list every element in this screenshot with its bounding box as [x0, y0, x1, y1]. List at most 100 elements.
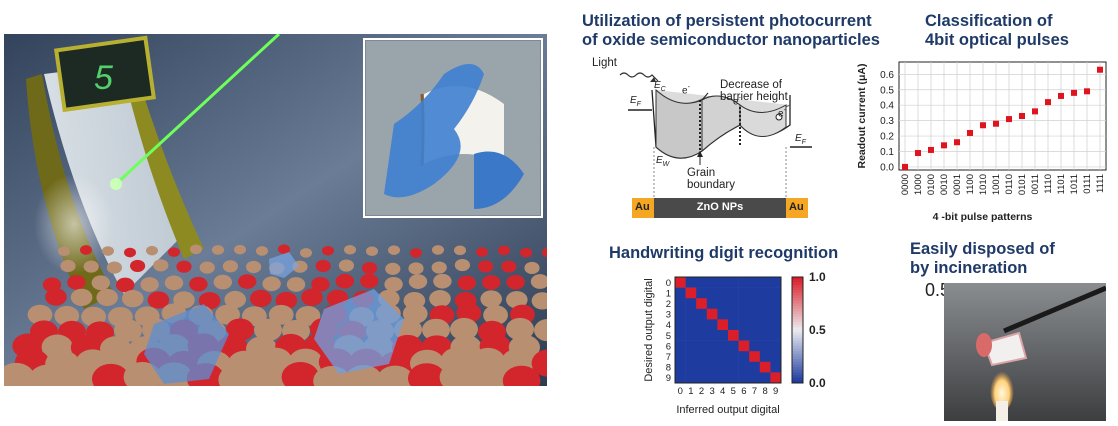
heatmap-cell [696, 319, 708, 331]
heatmap-cell [717, 298, 729, 310]
heatmap-cell [770, 308, 782, 320]
heatmap-cell [685, 361, 697, 373]
zinc-atom [60, 259, 76, 273]
data-point [980, 122, 986, 129]
heatmap-cell [706, 361, 718, 373]
ew-subscript: W [662, 161, 670, 168]
ec-symbol: E [654, 80, 661, 91]
zinc-atom [212, 245, 224, 255]
heatmap-cell [770, 351, 782, 363]
colorbar-tick-label: 0.5 [809, 323, 826, 337]
colorbar-segment [792, 364, 803, 368]
zinc-atom [146, 245, 158, 256]
data-point [993, 120, 999, 127]
oxygen-atom [506, 274, 525, 290]
colorbar-tick-label: 1.0 [809, 272, 826, 284]
x-tick-label: 0111 [1082, 174, 1093, 194]
zinc-atom [224, 290, 246, 309]
x-tick-label: 0000 [900, 174, 911, 195]
colorbar-segment [792, 277, 803, 281]
oxygen-atom [410, 248, 422, 258]
x-tick-label: 0110 [1004, 174, 1015, 194]
y-tick-label: 0.5 [880, 85, 894, 96]
heatmap-cell [738, 340, 750, 352]
zinc-atom [58, 246, 70, 257]
heatmap-cell [685, 372, 697, 384]
classification-heading-line2: 4bit optical pulses [925, 31, 1069, 49]
digit-display: 5 [94, 59, 113, 97]
heatmap-cell [717, 361, 729, 373]
heatmap-cell [685, 319, 697, 331]
disposal-heading-line1: Easily disposed of [910, 240, 1055, 258]
colorbar-segment [792, 369, 803, 373]
heatmap-cell [706, 330, 718, 341]
zinc-atom [454, 245, 466, 256]
heatmap-cell [675, 287, 686, 299]
colorbar-segment [792, 348, 803, 352]
data-point [902, 163, 908, 170]
oxygen-atom [482, 275, 501, 290]
electron-symbol-2: e [733, 96, 739, 108]
heatmap-cell [717, 319, 729, 331]
grain-label-line2: boundary [687, 179, 735, 191]
data-point [1058, 92, 1064, 99]
colorbar-segment [792, 303, 803, 307]
zinc-atom [262, 276, 281, 292]
oxygen-atom [362, 261, 378, 275]
colorbar-segment [792, 340, 803, 344]
heatmap-cell [717, 351, 729, 363]
zinc-atom [524, 261, 540, 275]
heatmap-cell [685, 287, 697, 299]
colorbar-segment [792, 311, 803, 315]
x-tick-label: 7 [752, 386, 757, 397]
oxygen-atom [226, 318, 254, 341]
oxygen-atom [322, 245, 334, 256]
zinc-atom [483, 305, 508, 325]
zinc-atom [432, 245, 444, 255]
heatmap-cell [738, 298, 750, 310]
heatmap-cell [728, 287, 739, 299]
oxygen-atom [408, 363, 446, 394]
x-tick-label: 4 [720, 386, 725, 397]
data-point [941, 142, 947, 149]
heatmap-cell [770, 372, 782, 384]
ef-right-symbol: E [795, 133, 802, 144]
heatmap-cell [728, 319, 739, 331]
colorbar-segment [792, 322, 803, 326]
zinc-atom [506, 317, 534, 341]
colorbar-segment [792, 306, 803, 310]
heatmap-cell [675, 351, 686, 363]
heatmap-cell [706, 287, 718, 299]
x-tick-label: 8 [762, 386, 767, 397]
heatmap-cell [738, 330, 750, 341]
y-tick-label: 0.2 [880, 132, 894, 143]
x-tick-label: 1110 [1043, 174, 1054, 194]
heatmap-cell [706, 298, 718, 310]
oxygen-atom [301, 288, 323, 306]
zinc-atom [140, 277, 159, 292]
data-point [1019, 113, 1025, 119]
zinc-atom [286, 277, 306, 292]
colorbar-segment [792, 330, 803, 334]
oxygen-atom [116, 277, 135, 293]
colorbar-segment [792, 295, 803, 299]
data-point [954, 139, 960, 146]
electrode-left [632, 198, 654, 218]
heatmap-cell [696, 361, 708, 373]
oxygen-atom [457, 275, 476, 291]
electrode-left-label: Au [635, 201, 650, 213]
pulse-classification-chart: 0.0 0.1 0.2 0.3 0.4 0.5 0.6 0000 1000 0100 0010 000… [852, 52, 1116, 227]
heatmap-cell [706, 372, 718, 384]
grain-boundary-label: Grain boundary [687, 167, 735, 191]
heatmap-cell [675, 330, 686, 341]
heatmap-cell [759, 277, 771, 288]
zinc-atom [222, 260, 238, 273]
oxygen-atom [478, 260, 494, 273]
x-tick-label: 0101 [1017, 174, 1028, 195]
x-tick-label: 1001 [991, 174, 1002, 195]
heatmap-cell [717, 277, 729, 288]
zinc-atom [122, 290, 144, 308]
y-tick-label: 0.4 [880, 101, 894, 112]
heatmap-cell [717, 308, 729, 320]
oxygen-atom [335, 273, 354, 289]
